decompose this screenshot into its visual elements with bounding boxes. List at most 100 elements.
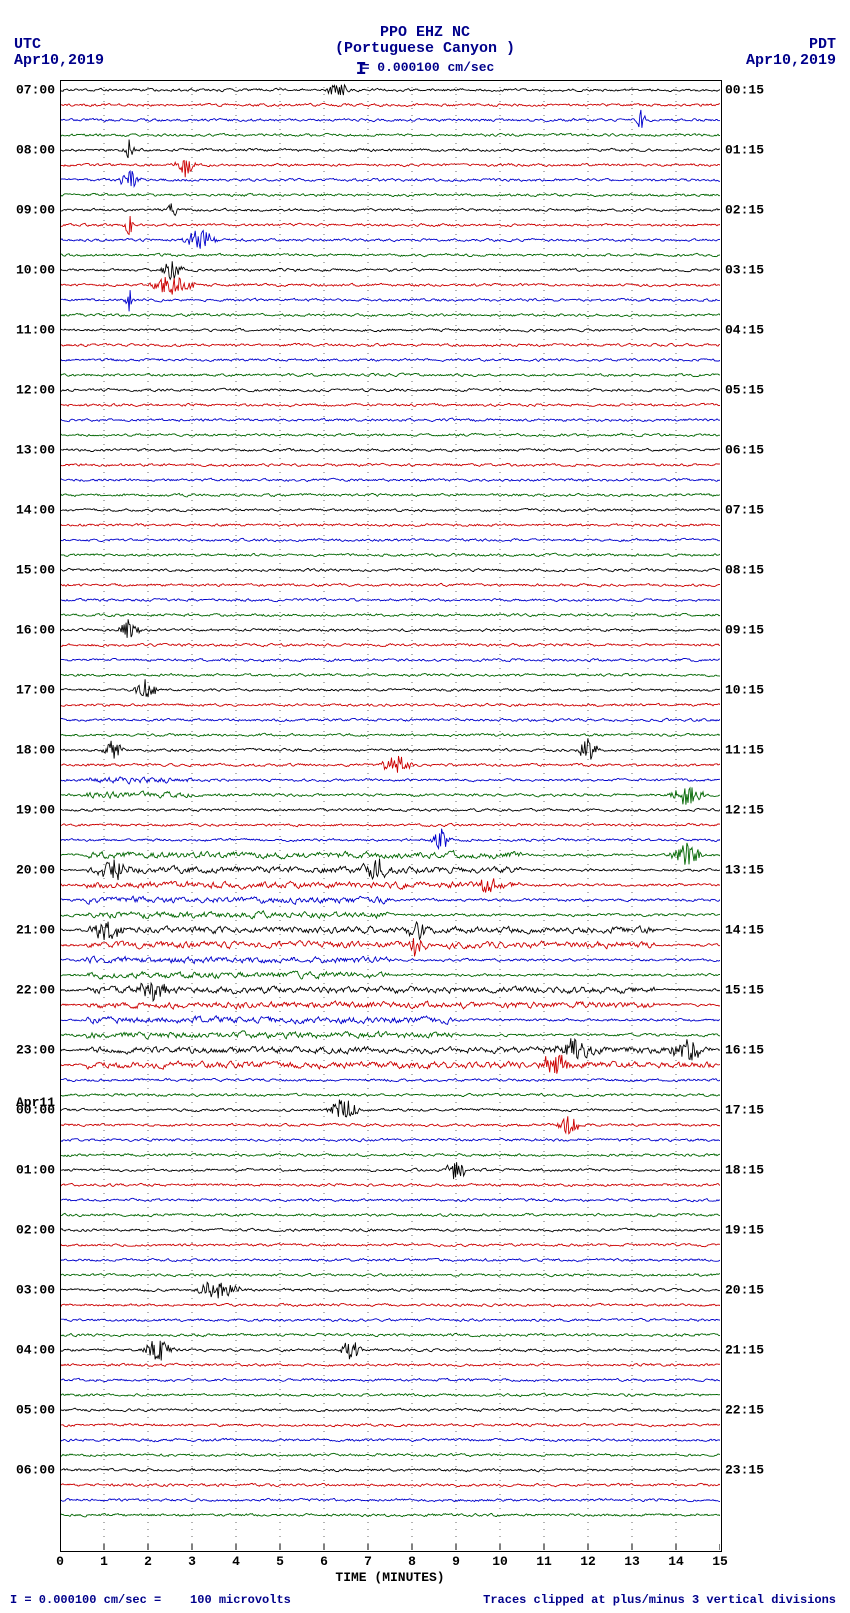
seismic-trace bbox=[60, 1016, 720, 1025]
left-time-label: 05:00 bbox=[16, 1403, 55, 1418]
left-time-label: 06:00 bbox=[16, 1463, 55, 1478]
seismic-trace bbox=[60, 553, 720, 556]
right-time-label: 15:15 bbox=[725, 983, 764, 998]
seismic-trace bbox=[60, 1453, 720, 1456]
seismic-trace bbox=[60, 478, 720, 481]
seismic-trace bbox=[60, 388, 720, 392]
right-time-label: 16:15 bbox=[725, 1043, 764, 1058]
scale-indicator: I = 0.000100 cm/sec bbox=[0, 60, 850, 75]
seismic-trace bbox=[60, 598, 720, 601]
seismic-trace bbox=[60, 1363, 720, 1366]
seismic-trace bbox=[60, 643, 720, 646]
x-tick-label: 5 bbox=[276, 1554, 284, 1569]
seismic-trace bbox=[60, 568, 720, 571]
seismic-trace bbox=[60, 161, 720, 178]
seismic-trace bbox=[60, 290, 720, 311]
x-axis-title: TIME (MINUTES) bbox=[0, 1570, 780, 1585]
left-time-label: 10:00 bbox=[16, 263, 55, 278]
seismic-trace bbox=[60, 1001, 720, 1009]
right-time-label: 06:15 bbox=[725, 443, 764, 458]
seismic-trace bbox=[60, 1093, 720, 1096]
seismic-trace bbox=[60, 756, 720, 773]
x-tick-label: 2 bbox=[144, 1554, 152, 1569]
left-time-label: 17:00 bbox=[16, 683, 55, 698]
right-time-label: 19:15 bbox=[725, 1223, 764, 1238]
scale-bar-icon: I bbox=[356, 60, 367, 80]
seismic-trace bbox=[60, 358, 720, 361]
right-tz-label: PDT bbox=[809, 36, 836, 53]
seismic-trace bbox=[60, 1183, 720, 1186]
seismic-trace bbox=[60, 1483, 720, 1486]
seismic-trace bbox=[60, 343, 720, 346]
seismic-trace bbox=[60, 328, 720, 332]
seismic-trace bbox=[60, 1228, 720, 1232]
seismic-trace bbox=[60, 538, 720, 541]
seismogram-container: PPO EHZ NC (Portuguese Canyon ) I = 0.00… bbox=[0, 0, 850, 1613]
x-tick-label: 7 bbox=[364, 1554, 372, 1569]
seismic-trace bbox=[60, 583, 720, 587]
seismic-trace bbox=[60, 956, 720, 963]
seismic-trace bbox=[60, 808, 720, 811]
plot-area bbox=[60, 80, 720, 1550]
seismic-trace bbox=[60, 1078, 720, 1081]
seismic-trace bbox=[60, 85, 720, 95]
seismic-trace bbox=[60, 1438, 720, 1441]
x-tick-label: 12 bbox=[580, 1554, 596, 1569]
seismic-trace bbox=[60, 777, 720, 784]
scale-value: = 0.000100 cm/sec bbox=[362, 60, 495, 75]
seismic-trace bbox=[60, 1513, 720, 1517]
seismic-trace bbox=[60, 878, 720, 892]
right-time-label: 18:15 bbox=[725, 1163, 764, 1178]
left-tz-label: UTC bbox=[14, 36, 41, 53]
right-time-label: 04:15 bbox=[725, 323, 764, 338]
right-time-label: 11:15 bbox=[725, 743, 764, 758]
seismic-trace bbox=[60, 703, 720, 706]
right-time-label: 12:15 bbox=[725, 803, 764, 818]
seismic-trace bbox=[60, 403, 720, 406]
x-tick-label: 0 bbox=[56, 1554, 64, 1569]
left-time-label: 08:00 bbox=[16, 143, 55, 158]
x-tick-label: 6 bbox=[320, 1554, 328, 1569]
seismic-trace bbox=[60, 1213, 720, 1216]
seismic-trace bbox=[60, 1198, 720, 1201]
seismic-trace bbox=[60, 843, 720, 865]
right-time-label: 07:15 bbox=[725, 503, 764, 518]
x-tick-label: 8 bbox=[408, 1554, 416, 1569]
right-time-label: 03:15 bbox=[725, 263, 764, 278]
right-time-label: 17:15 bbox=[725, 1103, 764, 1118]
seismic-trace bbox=[60, 911, 720, 919]
x-tick-label: 1 bbox=[100, 1554, 108, 1569]
seismic-trace bbox=[60, 1274, 720, 1277]
left-time-label: 21:00 bbox=[16, 923, 55, 938]
seismic-trace bbox=[60, 433, 720, 436]
seismic-trace bbox=[60, 619, 720, 638]
seismic-trace bbox=[60, 823, 720, 826]
seismic-trace bbox=[60, 658, 720, 661]
seismic-trace bbox=[60, 1153, 720, 1156]
right-time-label: 05:15 bbox=[725, 383, 764, 398]
seismic-trace bbox=[60, 1162, 720, 1179]
seismic-trace bbox=[60, 1341, 720, 1361]
left-time-label: 02:00 bbox=[16, 1223, 55, 1238]
left-time-label: 04:00 bbox=[16, 1343, 55, 1358]
seismic-trace bbox=[60, 983, 720, 1001]
right-time-label: 23:15 bbox=[725, 1463, 764, 1478]
station-title: PPO EHZ NC bbox=[0, 24, 850, 41]
seismic-trace bbox=[60, 1378, 720, 1381]
x-tick-label: 15 bbox=[712, 1554, 728, 1569]
x-tick-label: 10 bbox=[492, 1554, 508, 1569]
seismic-trace bbox=[60, 373, 720, 377]
footer-right: Traces clipped at plus/minus 3 vertical … bbox=[483, 1593, 836, 1607]
left-date-label: Apr10,2019 bbox=[14, 52, 104, 69]
right-time-label: 01:15 bbox=[725, 143, 764, 158]
seismic-trace bbox=[60, 787, 720, 804]
seismic-trace bbox=[60, 971, 720, 979]
seismic-trace bbox=[60, 253, 720, 257]
seismic-trace bbox=[60, 140, 720, 159]
station-subtitle: (Portuguese Canyon ) bbox=[0, 40, 850, 57]
right-time-label: 00:15 bbox=[725, 83, 764, 98]
seismic-trace bbox=[60, 829, 720, 849]
seismic-trace bbox=[60, 133, 720, 136]
seismic-trace bbox=[60, 110, 720, 128]
footer-scale-suffix: 100 microvolts bbox=[190, 1593, 291, 1607]
